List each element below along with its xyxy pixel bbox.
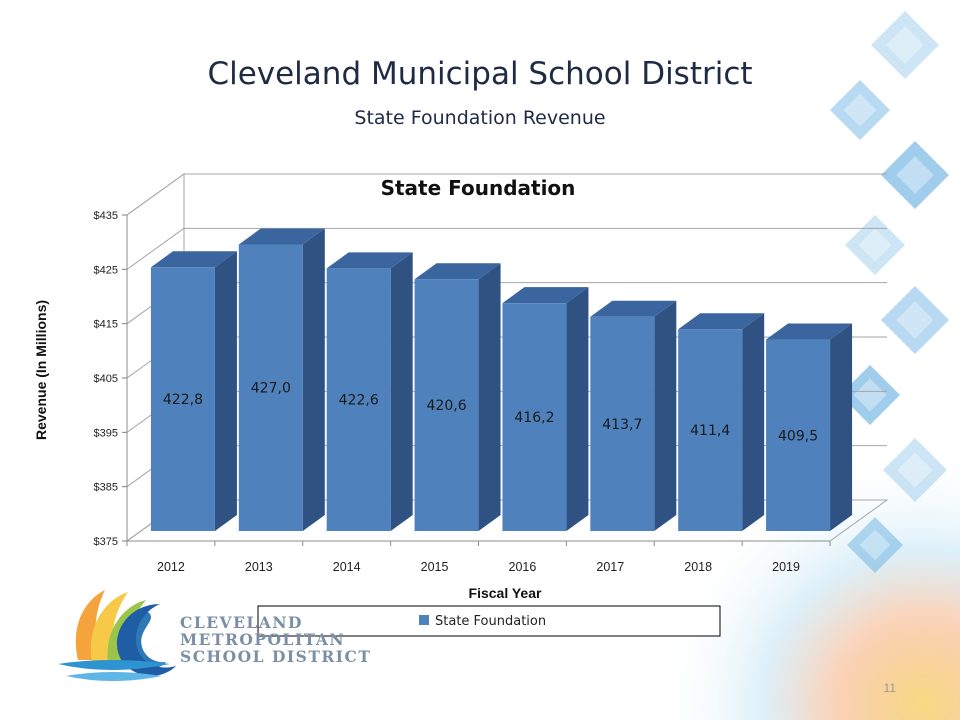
data-label: 409,5 [778,428,818,444]
bar-top [502,287,589,304]
slide-title: Cleveland Municipal School District [207,56,752,92]
bar-side [214,251,237,531]
decor-diamond [881,141,949,209]
slide-subtitle: State Foundation Revenue [354,107,605,129]
bar-2013 [238,228,325,531]
bar-2012 [150,251,237,531]
bar-2016 [502,287,589,531]
x-axis-ticks: 2012 2013 2014 2015 2016 2017 2018 2019 [126,540,831,574]
decor-diamond-inner [859,529,891,561]
bar-side [654,300,677,531]
decor-diamond-inner [858,228,892,262]
bar-top [326,252,413,269]
decor-diamond-inner [886,26,924,64]
x-tick-label: 2018 [684,560,712,574]
decor-diamond-inner [843,93,877,127]
bar-side [302,228,325,531]
bar-chart: $375$385$395$405$415$425$435 422,8427,04… [33,173,889,637]
decor-diamond-inner [897,452,933,488]
bar-top [238,228,325,245]
bar-top [150,251,237,268]
bar-top [678,313,765,330]
bar-front [590,316,655,531]
decor-diamond [881,286,949,354]
data-label: 416,2 [514,410,554,426]
bar-front [238,244,303,531]
y-tick-label: $375 [94,536,118,548]
bar-2015 [414,263,501,531]
district-logo: CLEVELAND METROPOLITAN SCHOOL DISTRICT [58,590,371,681]
data-label: 422,8 [163,392,203,408]
page-number: 11 [884,681,897,695]
bar-2017 [590,300,677,531]
x-tick-label: 2017 [596,560,624,574]
bar-side [830,323,853,531]
bar-front [326,268,391,531]
bar-front [414,279,479,531]
y-tick-label: $425 [94,264,118,276]
bar-top [766,323,853,340]
logo-line-3: SCHOOL DISTRICT [180,647,371,666]
bar-side [566,287,589,531]
data-labels: 422,8 427,0 422,6 420,6 416,2 413,7 411,4 409,5 [163,381,818,445]
bar-top [590,300,677,317]
decor-diamond-inner [896,301,934,339]
decor-diamond [830,80,890,140]
bar-front [678,329,743,531]
x-tick-label: 2013 [245,560,273,574]
bar-2019 [766,323,853,531]
bar-front [150,267,215,531]
x-tick-label: 2016 [509,560,537,574]
bar-side [390,252,413,531]
decor-diamond-inner [896,156,934,194]
x-tick-label: 2012 [157,560,185,574]
bar-2014 [326,252,413,531]
bar-front [766,339,831,531]
decor-diamond-inner [853,378,887,412]
x-tick-label: 2014 [333,560,361,574]
gridline-depth [126,227,185,270]
y-tick-label: $385 [94,482,118,494]
decor-diamond [847,517,903,573]
chart-title: State Foundation [381,176,576,200]
y-tick-label: $415 [94,319,118,331]
bar-side [742,313,765,531]
data-label: 420,6 [427,398,467,414]
bar-front [502,303,567,531]
y-tick-label: $435 [94,210,118,222]
legend-swatch [419,615,429,625]
y-tick-label: $395 [94,427,118,439]
y-axis-title: Revenue (In Millions) [33,300,49,440]
decor-diamond [840,365,900,425]
decor-diamond [845,215,905,275]
y-axis-ticks: $375 $385 $395 $405 $415 $425 $435 [94,210,128,548]
y-tick-label: $405 [94,373,118,385]
logo-line-2: METROPOLITAN [180,630,345,649]
logo-emblem [58,590,176,681]
bar-2018 [678,313,765,531]
logo-line-1: CLEVELAND [180,613,303,632]
x-axis-title: Fiscal Year [469,585,542,601]
decor-diamond [883,438,947,502]
x-tick-label: 2019 [772,560,800,574]
decor-diamond [871,11,939,79]
data-label: 413,7 [602,417,642,433]
legend-label: State Foundation [435,614,546,629]
gridline-depth [126,173,185,216]
data-label: 411,4 [690,423,730,439]
x-tick-label: 2015 [421,560,449,574]
data-label: 422,6 [339,393,379,409]
data-label: 427,0 [251,381,291,397]
chart-bars [150,228,853,531]
bar-side [478,263,501,531]
legend-box [257,605,721,637]
legend: State Foundation [257,605,721,637]
bar-top [414,263,501,280]
